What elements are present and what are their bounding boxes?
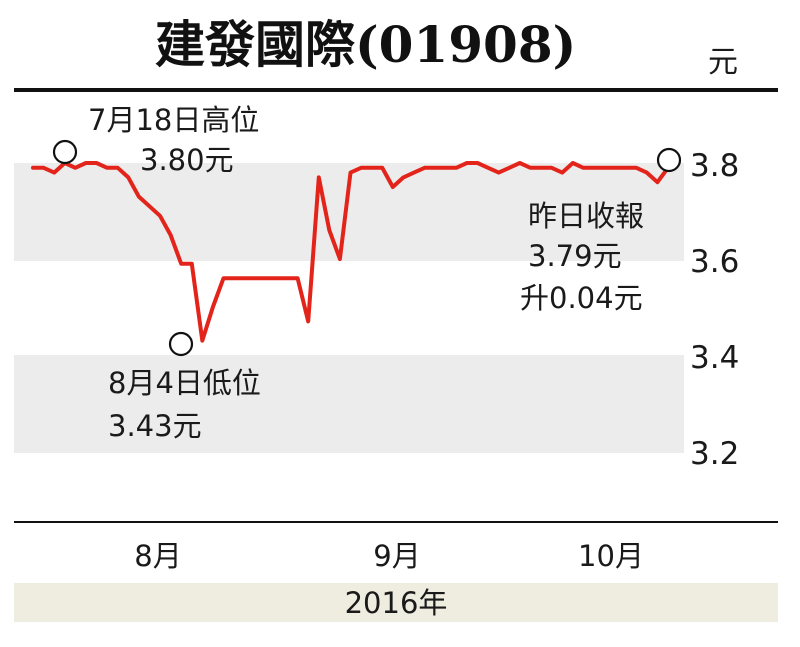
low-annotation-date: 8月4日低位 [108, 366, 261, 400]
x-tick-label: 8月 [134, 539, 181, 573]
grid-band-lower [14, 355, 684, 453]
x-axis-line [14, 521, 778, 523]
y-tick-label: 3.4 [690, 340, 739, 376]
unit-label: 元 [708, 45, 738, 80]
high-annotation-value: 3.80元 [140, 143, 234, 177]
close-annotation-label: 昨日收報 [528, 199, 644, 233]
x-tick-label: 9月 [373, 539, 420, 573]
x-tick-label: 10月 [578, 539, 644, 573]
price-series-line [31, 161, 670, 343]
high-annotation-date: 7月18日高位 [88, 103, 259, 137]
y-tick-label: 3.6 [690, 244, 739, 280]
title-rule [14, 88, 778, 92]
close-annotation-change: 升0.04元 [520, 281, 643, 315]
close-point-marker [656, 147, 682, 173]
chart-title: 建發國際(01908) [155, 15, 576, 74]
year-band [14, 583, 778, 622]
y-tick-label: 3.8 [690, 148, 739, 184]
y-tick-label: 3.2 [690, 436, 739, 472]
high-point-marker [52, 139, 78, 165]
low-point-marker [168, 331, 194, 357]
low-annotation-value: 3.43元 [108, 409, 202, 443]
close-annotation-value: 3.79元 [528, 239, 622, 273]
year-label: 2016年 [345, 586, 448, 620]
